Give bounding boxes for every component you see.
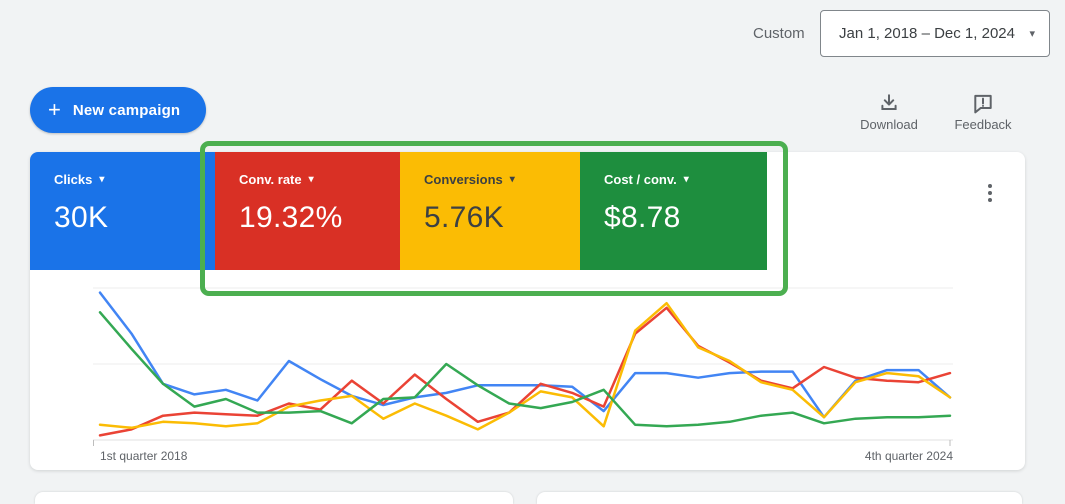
chevron-down-icon: ▾ (509, 174, 515, 185)
chevron-down-icon: ▾ (308, 174, 314, 185)
scorecard-conversions[interactable]: Conversions ▾ 5.76K (400, 152, 580, 270)
scorecard-value: 19.32% (239, 201, 343, 234)
download-label: Download (860, 117, 918, 132)
chart-line-clicks (98, 291, 952, 419)
scorecard-value: 5.76K (424, 201, 504, 234)
plus-icon: + (48, 97, 61, 122)
new-campaign-button[interactable]: + New campaign (30, 87, 207, 133)
new-campaign-label: New campaign (72, 101, 181, 119)
download-button[interactable]: Download (858, 92, 920, 132)
feedback-button[interactable]: Feedback (950, 92, 1016, 132)
axis-label-start: 1st quarter 2018 (100, 449, 188, 463)
feedback-label: Feedback (954, 117, 1012, 132)
chevron-down-icon: ▾ (1029, 28, 1035, 40)
timeseries-chart (93, 285, 953, 447)
scorecard-value: $8.78 (604, 201, 681, 234)
scorecard-conv-rate[interactable]: Conv. rate ▾ 19.32% (215, 152, 400, 270)
scorecard-label: Cost / conv. (604, 172, 677, 187)
partial-card-left (35, 492, 513, 504)
date-range-value: Jan 1, 2018 – Dec 1, 2024 (839, 25, 1015, 42)
date-range-type-label: Custom (753, 25, 805, 42)
scorecard-row: Clicks ▾ 30K Conv. rate ▾ 19.32% Conversio… (30, 152, 767, 270)
scorecard-label: Clicks (54, 172, 93, 187)
chevron-down-icon: ▾ (683, 174, 689, 185)
download-icon (881, 94, 897, 111)
chart-line-conversions (98, 301, 952, 431)
feedback-icon (974, 94, 992, 114)
chevron-down-icon: ▾ (99, 174, 105, 185)
more-options-kebab-icon[interactable] (976, 178, 1004, 208)
x-axis-labels: 1st quarter 2018 4th quarter 2024 (93, 449, 953, 463)
chart-line-cost-conv- (98, 311, 952, 428)
axis-label-end: 4th quarter 2024 (864, 449, 953, 463)
scorecard-label: Conversions (424, 172, 503, 187)
scorecard-cost-per-conv[interactable]: Cost / conv. ▾ $8.78 (580, 152, 767, 270)
scorecard-value: 30K (54, 201, 109, 234)
date-range-picker[interactable]: Jan 1, 2018 – Dec 1, 2024 ▾ (820, 10, 1050, 57)
scorecard-clicks[interactable]: Clicks ▾ 30K (30, 152, 215, 270)
scorecard-label: Conv. rate (239, 172, 302, 187)
chart-line-conv-rate (98, 306, 952, 437)
partial-card-right (537, 492, 1022, 504)
